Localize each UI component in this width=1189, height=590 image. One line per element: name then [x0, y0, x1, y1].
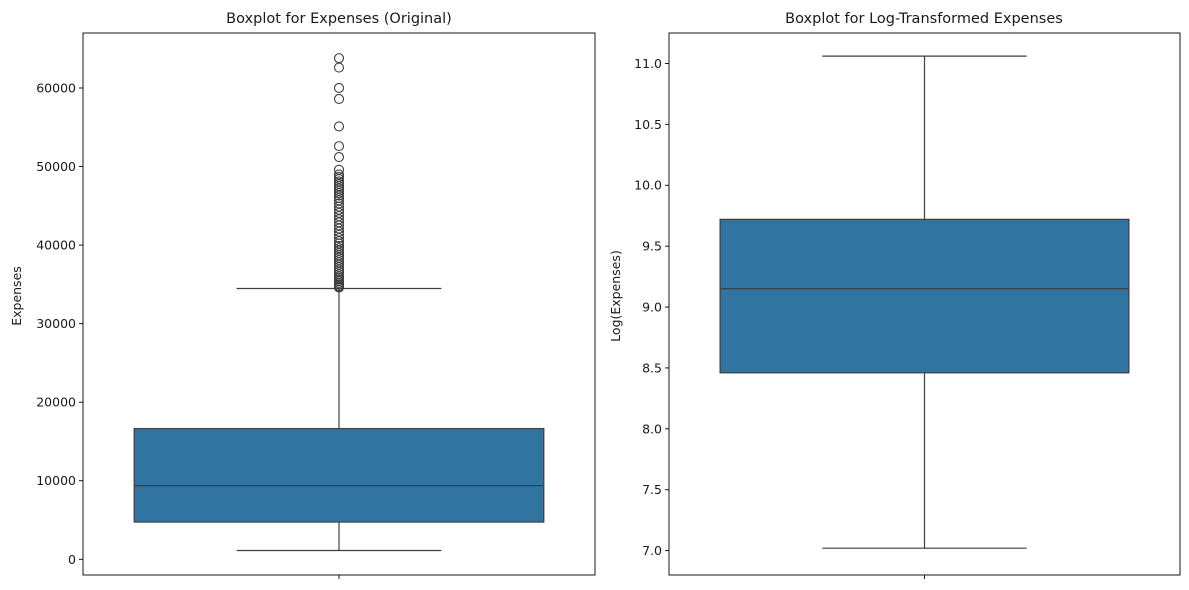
y-tick-label: 9.0: [642, 300, 662, 315]
outlier-point: [333, 198, 345, 209]
y-axis-label: Log(Expenses): [608, 250, 623, 342]
expenses-original-boxplot-panel: Boxplot for Expenses (Original) Expenses…: [9, 11, 596, 579]
log-expenses-boxplot-panel: Boxplot for Log-Transformed Expenses Log…: [608, 11, 1181, 579]
y-tick-label: 40000: [36, 238, 76, 253]
outlier-point: [333, 82, 345, 94]
iqr-box: [719, 218, 1130, 374]
y-tick-label: 60000: [36, 80, 76, 95]
outlier-point: [333, 240, 345, 251]
outlier-point: [333, 121, 345, 132]
y-tick-label: 20000: [36, 395, 76, 410]
iqr-box: [133, 427, 545, 523]
y-tick-label: 8.0: [642, 421, 662, 436]
outlier-point: [333, 62, 345, 73]
outlier-point: [333, 164, 345, 175]
outlier-point: [333, 171, 345, 182]
chart-title: Boxplot for Expenses (Original): [226, 11, 452, 27]
outlier-point: [333, 53, 345, 64]
outlier-point: [333, 93, 345, 105]
y-tick-label: 30000: [36, 316, 76, 331]
outlier-point: [333, 243, 345, 254]
y-tick-label: 9.5: [642, 239, 662, 254]
y-tick-label: 7.5: [642, 482, 662, 497]
y-tick-label: 10.5: [634, 117, 662, 132]
outlier-point: [333, 176, 345, 187]
y-tick-label: 8.5: [642, 360, 662, 375]
y-tick-label: 10.0: [634, 178, 662, 193]
y-tick-label: 0: [68, 552, 76, 567]
y-tick-label: 11.0: [634, 56, 662, 71]
y-tick-label: 50000: [36, 159, 76, 174]
plot-frame: [82, 32, 596, 576]
outlier-point: [333, 169, 345, 180]
chart-title: Boxplot for Log-Transformed Expenses: [785, 11, 1063, 27]
plot-frame: [668, 32, 1181, 576]
outlier-point: [333, 152, 345, 163]
y-axis-label: Expenses: [9, 266, 24, 326]
outlier-point: [333, 141, 345, 152]
y-tick-label: 7.0: [642, 543, 662, 558]
y-tick-label: 10000: [36, 473, 76, 488]
